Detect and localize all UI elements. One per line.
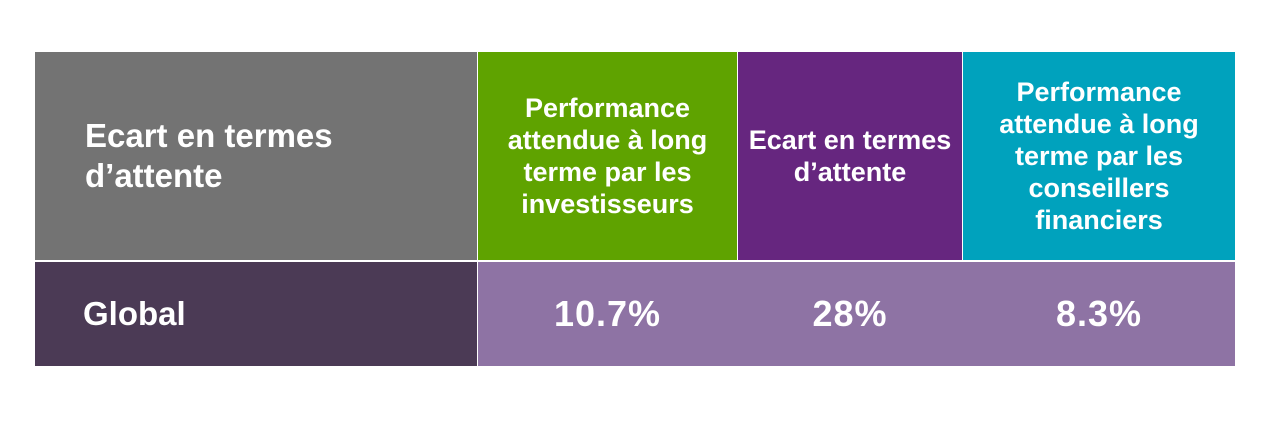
value-advisors: 8.3% bbox=[963, 262, 1235, 366]
row-label-global-text: Global bbox=[83, 295, 186, 332]
value-investors-text: 10.7% bbox=[553, 293, 662, 334]
column-header-gap: Ecart en termes d’attente bbox=[738, 52, 962, 260]
column-header-investors-label: Performance attendue à long terme par le… bbox=[507, 93, 708, 219]
value-advisors-text: 8.3% bbox=[1055, 293, 1143, 334]
column-header-advisors: Performance attendue à long terme par le… bbox=[963, 52, 1235, 260]
corner-header-label: Ecart en termes d’attente bbox=[85, 117, 333, 194]
corner-header: Ecart en termes d’attente bbox=[35, 52, 477, 260]
value-investors: 10.7% bbox=[478, 262, 737, 366]
column-header-investors: Performance attendue à long terme par le… bbox=[478, 52, 737, 260]
column-header-advisors-label: Performance attendue à long terme par le… bbox=[999, 77, 1199, 235]
row-divider bbox=[35, 260, 1235, 262]
row-label-global: Global bbox=[35, 262, 477, 366]
value-gap: 28% bbox=[738, 262, 962, 366]
value-gap-text: 28% bbox=[812, 293, 888, 334]
column-header-gap-label: Ecart en termes d’attente bbox=[748, 125, 952, 187]
data-row-background bbox=[478, 262, 1235, 366]
expectation-gap-table: Ecart en termes d’attente Performance at… bbox=[35, 52, 1235, 366]
